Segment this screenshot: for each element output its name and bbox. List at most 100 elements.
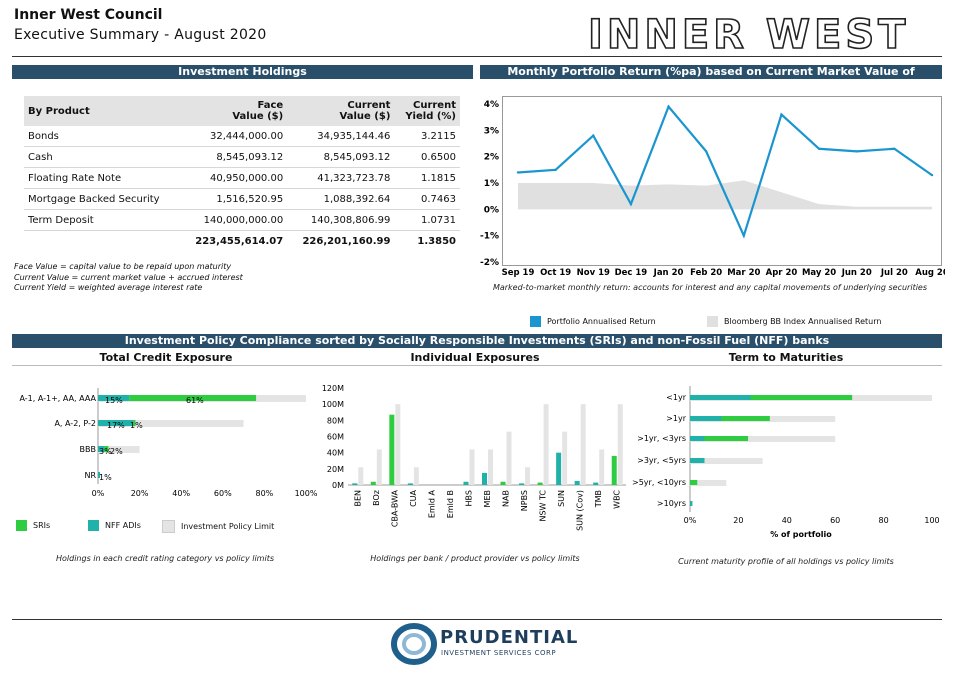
table-cell: 8,545,093.12 [287, 146, 395, 168]
table-row: Cash 8,545,093.12 8,545,093.12 0.6500 [24, 146, 460, 168]
mat-x-tick: 40 [782, 516, 792, 525]
table-cell: 3.2115 [394, 126, 460, 147]
indiv-category-label: NSW TC [539, 490, 548, 522]
indiv-holding-bar [537, 482, 543, 485]
portfolio-point [893, 147, 896, 150]
indiv-limit-bar [488, 449, 493, 485]
indiv-limit-bar [413, 467, 419, 485]
inner-west-logo: INNER WEST [588, 11, 906, 54]
indiv-category-label: WBC [613, 490, 622, 509]
credit-nff-bar [98, 472, 101, 478]
mat-category-label: <1yr [666, 393, 687, 402]
note-current-yield: Current Yield = weighted average interes… [14, 283, 203, 292]
indiv-limit-bar [525, 467, 531, 485]
x-tick-label: Jul 20 [880, 268, 908, 278]
indiv-category-label: CBA-BWA [390, 489, 399, 527]
y-tick-label: 0% [484, 205, 499, 215]
indiv-category-label: SUN (Cov) [576, 490, 585, 531]
table-row: Term Deposit 140,000,000.00 140,308,806.99… [24, 209, 460, 231]
indiv-category-label: BEN [353, 490, 362, 507]
table-cell: 41,323,723.78 [287, 167, 395, 189]
credit-section-title: Total Credit Exposure [99, 351, 233, 364]
returns-caption: Marked-to-market monthly return: account… [492, 283, 928, 292]
credit-data-label: 17% [107, 421, 125, 430]
x-tick-label: Feb 20 [690, 268, 722, 278]
indiv-category-label: Emld A [427, 489, 436, 518]
mat-x-tick: 0% [684, 516, 697, 525]
table-row: Mortgage Backed Security 1,516,520.95 1,08… [24, 188, 460, 210]
credit-category-label: NR [84, 471, 96, 480]
portfolio-legend-label: Portfolio Annualised Return [547, 317, 656, 326]
x-tick-label: Mar 20 [727, 268, 760, 278]
indiv-holding-bar [389, 414, 395, 485]
indiv-y-tick: 120M [322, 384, 344, 393]
portfolio-swatch [530, 316, 541, 327]
x-tick-label: Jun 20 [841, 268, 872, 278]
credit-data-label: 61% [186, 396, 204, 405]
credit-x-tick: 40% [172, 489, 190, 498]
credit-nff-bar [98, 395, 130, 401]
portfolio-point [742, 234, 746, 237]
compliance-divider [12, 365, 942, 366]
mat-limit-bar [690, 436, 836, 442]
holdings-table-wrap: By Product Face Value ($) Current Value ($) C… [24, 96, 460, 251]
individual-exposures-chart: 0M 20M 40M 60M 80M 100M 120M BEN BOz CBA-BWA CUA Em… [322, 384, 626, 531]
y-tick-label: 4% [484, 100, 499, 110]
table-cell: Cash [24, 146, 180, 168]
compliance-legend-limit: Investment Policy Limit [162, 520, 274, 533]
mat-nff-bar [690, 416, 722, 421]
credit-category-label: BBB [80, 445, 96, 454]
indiv-y-tick: 80M [327, 416, 344, 425]
indiv-holding-bar [574, 480, 580, 485]
table-cell: Bonds [24, 126, 180, 147]
credit-category-label: A, A-2, P-2 [54, 419, 96, 428]
table-cell [24, 230, 180, 251]
council-name: Inner West Council [14, 7, 163, 23]
portfolio-point [554, 168, 557, 172]
indiv-holding-bar [500, 481, 506, 485]
holdings-header-3: Current Yield (%) [394, 96, 460, 126]
benchmark-legend-label: Bloomberg BB Index Annualised Return [724, 317, 882, 326]
portfolio-point [667, 105, 670, 108]
indiv-holding-bar [611, 455, 617, 485]
returns-legend-benchmark: Bloomberg BB Index Annualised Return [707, 316, 881, 327]
table-cell: 8,545,093.12 [180, 146, 288, 168]
x-tick-label: Dec 19 [615, 268, 648, 278]
table-cell: 32,444,000.00 [180, 126, 288, 147]
indiv-category-label: NAB [502, 490, 511, 507]
credit-nff-bar [98, 446, 105, 452]
portfolio-point [855, 150, 858, 153]
table-cell: Term Deposit [24, 209, 180, 231]
compliance-section-bar: Investment Policy Compliance sorted by S… [12, 334, 942, 348]
sri-swatch [16, 520, 27, 531]
y-tick-label: 3% [484, 126, 499, 136]
limit-swatch [162, 520, 175, 533]
report-subtitle: Executive Summary - August 2020 [14, 27, 267, 43]
holdings-table: By Product Face Value ($) Current Value ($) C… [24, 96, 460, 251]
y-tick-label: 1% [484, 179, 499, 189]
indiv-y-tick: 60M [327, 433, 344, 442]
mat-category-label: >5yr, <10yrs [632, 478, 686, 487]
note-current-value: Current Value = current market value + a… [14, 272, 243, 282]
table-cell: 223,455,614.07 [180, 230, 288, 251]
table-cell: 140,000,000.00 [180, 209, 288, 231]
credit-nff-bar [98, 420, 134, 426]
benchmark-swatch [707, 316, 718, 327]
mat-nff-bar [690, 436, 705, 441]
indiv-holding-bar [370, 481, 376, 485]
mat-limit-bar [690, 480, 727, 486]
prudential-logo-mark [391, 623, 437, 665]
portfolio-point [629, 202, 633, 206]
returns-section-bar: Monthly Portfolio Return (%pa) based on … [480, 65, 942, 92]
nff-legend-label: NFF ADIs [105, 521, 141, 530]
credit-x-tick: 80% [256, 489, 274, 498]
x-tick-label: Apr 20 [766, 268, 798, 278]
y-tick-label: -2% [480, 258, 499, 268]
holdings-header-2: Current Value ($) [287, 96, 395, 126]
credit-data-label: 1% [130, 421, 143, 430]
x-tick-label: Sep 19 [502, 268, 535, 278]
x-tick-label: May 20 [802, 268, 836, 278]
portfolio-point [780, 113, 783, 116]
table-row: Bonds 32,444,000.00 34,935,144.46 3.2115 [24, 126, 460, 147]
footer-brand: PRUDENTIAL [440, 627, 579, 648]
